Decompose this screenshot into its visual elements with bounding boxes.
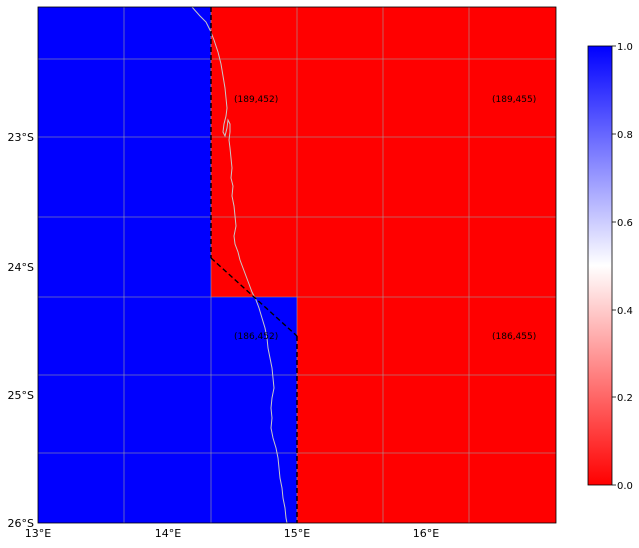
cell-label-186-455: (186,455)	[492, 332, 536, 342]
colorbar-tick-label: 0.6	[617, 218, 633, 229]
colorbar-tick-label: 0.8	[617, 130, 633, 141]
colorbar: 0.0 0.2 0.4 0.6 0.8 1.0	[587, 42, 633, 492]
colorbar-gradient	[587, 45, 613, 486]
colorbar-tick-label: 0.4	[617, 306, 633, 317]
y-axis: 23°S 24°S 25°S 26°S	[8, 131, 34, 530]
cell-label-189-455: (189,455)	[492, 95, 536, 105]
x-tick-label: 15°E	[284, 527, 310, 540]
y-tick-label: 26°S	[8, 517, 34, 530]
map-gridlines	[38, 7, 556, 523]
colorbar-tick-label: 0.2	[617, 393, 633, 404]
cell-186-455	[297, 297, 556, 523]
map-panel: (189,452) (189,455) (186,452) (186,455)	[37, 6, 557, 524]
cell-189-455	[297, 7, 556, 297]
colorbar-tick-label: 0.0	[617, 481, 633, 492]
x-tick-label: 13°E	[25, 527, 51, 540]
cell-label-186-452: (186,452)	[234, 332, 278, 342]
cell-186-452	[211, 297, 297, 523]
y-tick-label: 25°S	[8, 389, 34, 402]
cell-labels: (189,452) (189,455) (186,452) (186,455)	[234, 95, 536, 342]
x-axis: 13°E 14°E 15°E 16°E	[25, 527, 439, 540]
colorbar-ticks	[612, 45, 616, 486]
cell-label-189-452: (189,452)	[234, 95, 278, 105]
ocean-cells-left	[38, 7, 211, 523]
x-tick-label: 14°E	[155, 527, 181, 540]
cell-boundaries	[210, 7, 298, 523]
map-frame	[37, 6, 557, 524]
coastline	[191, 7, 288, 523]
y-tick-label: 24°S	[8, 261, 34, 274]
y-tick-label: 23°S	[8, 131, 34, 144]
x-tick-label: 16°E	[413, 527, 439, 540]
colorbar-tick-label: 1.0	[617, 42, 633, 53]
cell-189-452	[211, 7, 297, 297]
colorbar-tick-labels: 0.0 0.2 0.4 0.6 0.8 1.0	[617, 42, 633, 492]
